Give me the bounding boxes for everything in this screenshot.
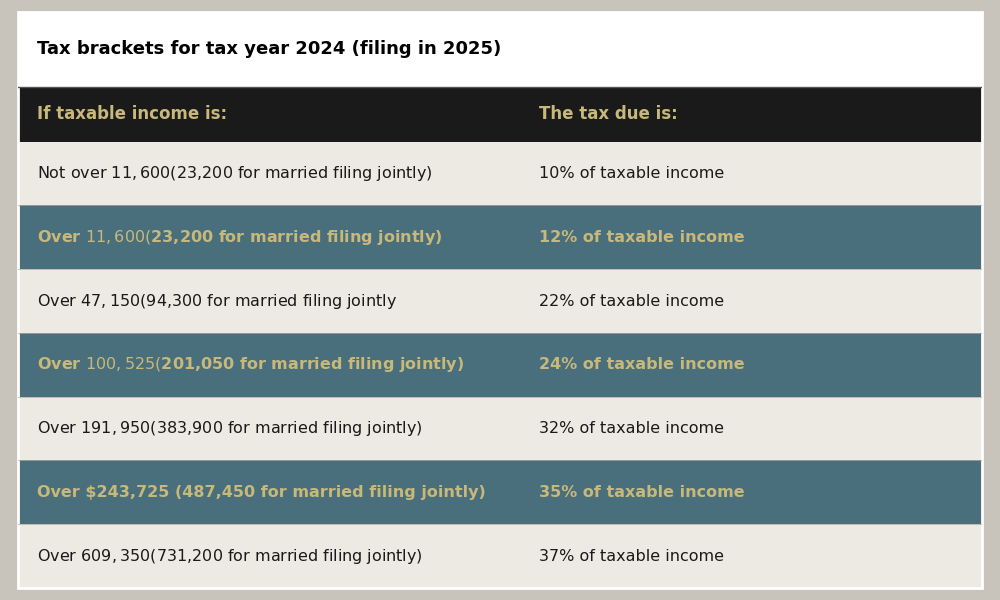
Text: Over $47,150 ($94,300 for married filing jointly: Over $47,150 ($94,300 for married filing… <box>37 292 397 311</box>
Text: Tax brackets for tax year 2024 (filing in 2025): Tax brackets for tax year 2024 (filing i… <box>37 40 502 58</box>
Text: 24% of taxable income: 24% of taxable income <box>539 357 744 372</box>
Text: Over $191,950 ($383,900 for married filing jointly): Over $191,950 ($383,900 for married fili… <box>37 419 423 438</box>
Bar <box>18 333 982 397</box>
Bar <box>18 460 982 524</box>
Bar <box>18 397 982 460</box>
Bar <box>18 87 982 142</box>
Text: The tax due is:: The tax due is: <box>539 105 677 123</box>
Text: 35% of taxable income: 35% of taxable income <box>539 485 744 500</box>
Text: 22% of taxable income: 22% of taxable income <box>539 293 724 308</box>
Text: Over $100,525 ($201,050 for married filing jointly): Over $100,525 ($201,050 for married fili… <box>37 355 464 374</box>
Text: Over $11,600 ($23,200 for married filing jointly): Over $11,600 ($23,200 for married filing… <box>37 228 443 247</box>
Bar <box>18 524 982 588</box>
Text: 32% of taxable income: 32% of taxable income <box>539 421 724 436</box>
Bar <box>18 205 982 269</box>
Text: 12% of taxable income: 12% of taxable income <box>539 230 744 245</box>
Bar <box>18 269 982 333</box>
Text: If taxable income is:: If taxable income is: <box>37 105 227 123</box>
Text: Over $609,350 ($731,200 for married filing jointly): Over $609,350 ($731,200 for married fili… <box>37 547 423 566</box>
Text: 37% of taxable income: 37% of taxable income <box>539 548 724 563</box>
Text: 10% of taxable income: 10% of taxable income <box>539 166 724 181</box>
Text: Over $243,725 (487,450 for married filing jointly): Over $243,725 (487,450 for married filin… <box>37 485 486 500</box>
Bar <box>18 12 982 87</box>
Bar <box>18 142 982 205</box>
Text: Not over $11,600 ($23,200 for married filing jointly): Not over $11,600 ($23,200 for married fi… <box>37 164 433 183</box>
